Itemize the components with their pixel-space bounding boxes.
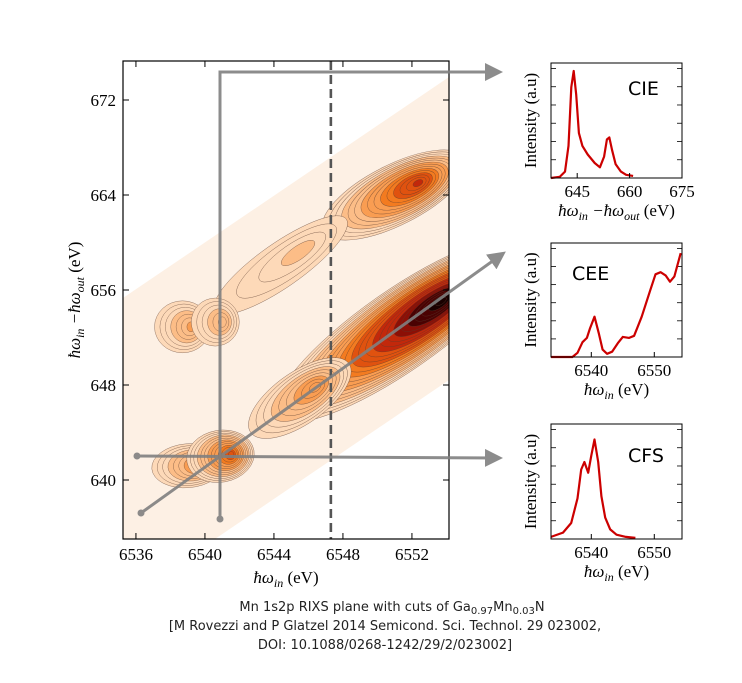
contour-peak <box>321 149 449 241</box>
caption-line-2: [M Rovezzi and P Glatzel 2014 Semicond. … <box>169 619 601 634</box>
y-tick-label: 640 <box>91 471 117 490</box>
cee-cut-start-dot <box>137 509 145 517</box>
cie-curve <box>550 69 634 180</box>
cie-frame <box>550 62 683 179</box>
x-tick-label: 6540 <box>574 543 608 562</box>
contour-peak <box>191 297 240 347</box>
x-tick-label: 6550 <box>637 543 671 562</box>
cee-frame <box>550 242 683 358</box>
cfs-label: CFS <box>628 445 664 467</box>
cie-panel: 645 660 675 CIE Intensity (a.u) ħωin −ħωout (… <box>521 62 695 223</box>
x-tick-label: 6540 <box>188 545 222 564</box>
contour-level <box>412 179 424 187</box>
cut-overlays <box>133 63 506 523</box>
y-tick-label: 648 <box>91 376 117 395</box>
caption-line-3: DOI: 10.1088/0268-1242/29/2/023002] <box>258 638 512 653</box>
y-tick-label: 664 <box>91 186 117 205</box>
main-y-axis-label: ħωin −ħωout (eV) <box>65 242 87 359</box>
contour-peak <box>213 215 348 315</box>
cee-panel: 6540 6550 CEE Intensity (a.u) ħωin (eV) <box>521 242 683 402</box>
cie-label: CIE <box>628 78 659 100</box>
caption: Mn 1s2p RIXS plane with cuts of Ga0.97Mn… <box>169 600 601 653</box>
rixs-plane-plot: 6536 6540 6544 6548 6552 640 648 656 664 672 ħωin… <box>65 60 450 590</box>
cfs-cut-arrow <box>136 448 503 467</box>
caption-line-1: Mn 1s2p RIXS plane with cuts of Ga0.97Mn… <box>239 600 544 617</box>
x-tick-label: 645 <box>564 182 590 201</box>
main-x-axis-label: ħωin (eV) <box>253 568 318 590</box>
x-tick-label: 6548 <box>326 545 360 564</box>
contour-level <box>280 240 316 266</box>
x-tick-label: 6536 <box>119 545 153 564</box>
cee-label: CEE <box>572 263 609 285</box>
cee-cut-arrow <box>140 251 506 515</box>
cfs-panel: 6540 6550 CFS Intensity (a.u) ħωin (eV) <box>521 423 683 584</box>
x-tick-label: 6552 <box>395 545 429 564</box>
y-axis-label: Intensity (a.u) <box>521 434 540 529</box>
cee-curve <box>551 252 682 359</box>
y-tick-label: 656 <box>91 281 117 300</box>
main-plot-frame <box>122 60 450 540</box>
x-tick-label: 6540 <box>574 361 608 380</box>
x-axis-label: ħωin (eV) <box>584 562 649 584</box>
y-axis-label: Intensity (a.u) <box>521 73 540 168</box>
x-tick-label: 6544 <box>257 545 292 564</box>
x-axis-label: ħωin −ħωout (eV) <box>558 201 675 223</box>
y-tick-label: 672 <box>91 91 117 110</box>
y-axis-label: Intensity (a.u) <box>521 252 540 347</box>
cfs-curve <box>550 438 636 539</box>
x-tick-label: 675 <box>669 182 695 201</box>
cut-panels: 645 660 675 CIE Intensity (a.u) ħωin −ħωout (… <box>521 62 695 584</box>
x-axis-label: ħωin (eV) <box>584 380 649 402</box>
cfs-cut-start-dot <box>133 452 141 460</box>
cie-cut-arrow <box>218 63 503 519</box>
main-axis-ticks: 6536 6540 6544 6548 6552 640 648 656 664 672 <box>91 61 449 564</box>
x-tick-label: 6550 <box>637 361 671 380</box>
cfs-frame <box>550 423 683 540</box>
cie-cut-start-dot <box>216 515 224 523</box>
x-tick-label: 660 <box>617 182 643 201</box>
